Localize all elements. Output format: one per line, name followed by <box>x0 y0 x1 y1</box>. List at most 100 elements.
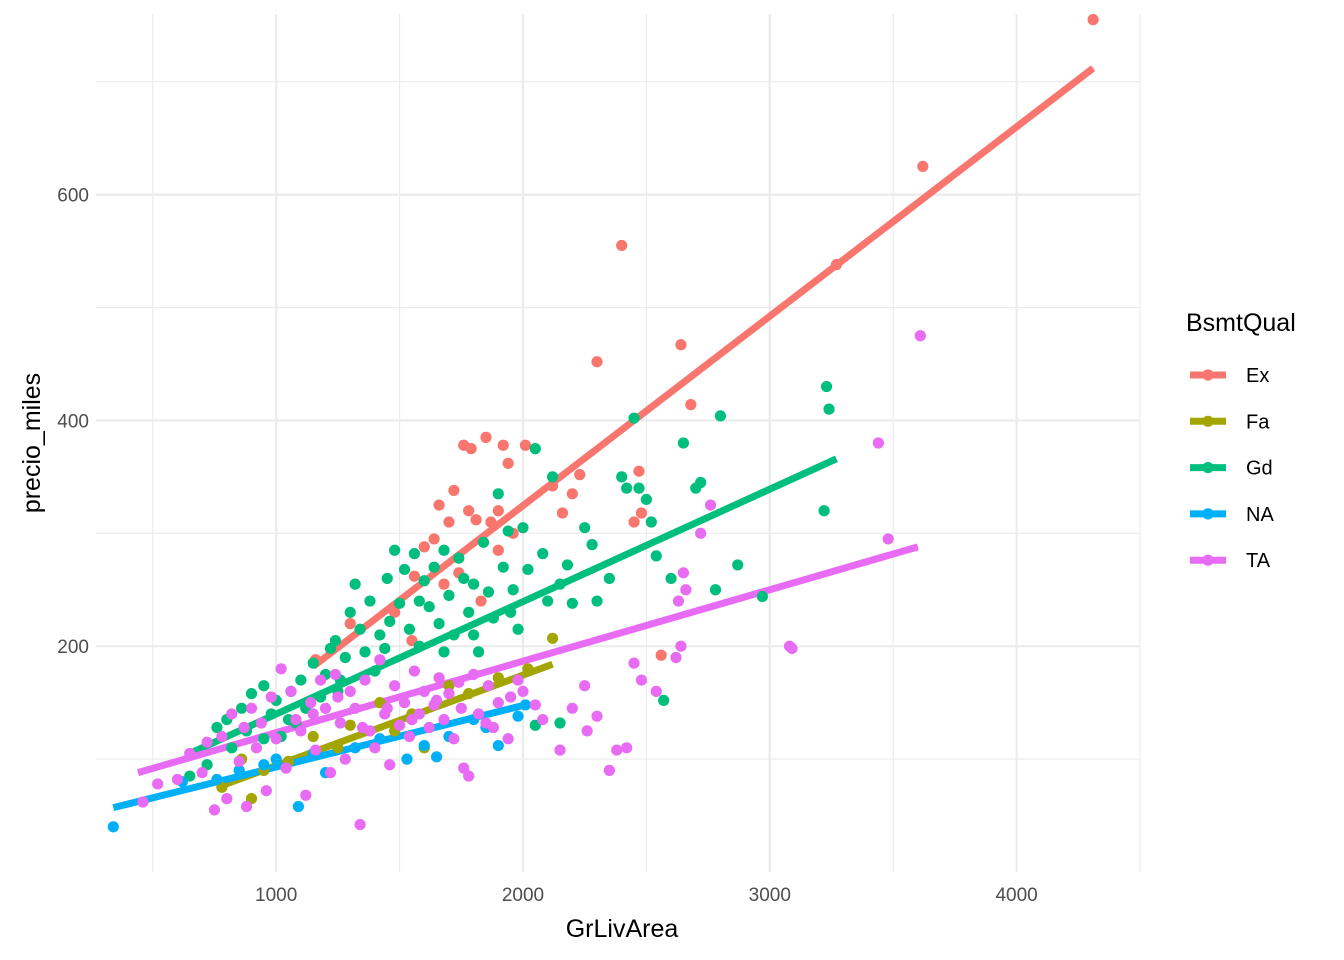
data-point-gd <box>482 586 495 598</box>
data-point-gd <box>438 646 450 658</box>
x-tick-label: 2000 <box>502 885 544 906</box>
data-point-gd <box>384 615 396 627</box>
data-point-fa <box>492 672 504 684</box>
data-point-ta <box>695 527 707 539</box>
data-point-gd <box>359 646 371 658</box>
data-point-fa <box>332 742 344 754</box>
data-point-ta <box>310 744 322 756</box>
data-point-ta <box>389 680 401 692</box>
data-point-ta <box>448 733 460 745</box>
data-point-gd <box>579 522 591 534</box>
data-point-ex <box>556 507 569 519</box>
data-point-gd <box>258 733 270 745</box>
y-axis-ticks: 200 400 600 <box>57 186 89 659</box>
fit-line-ta <box>136 543 919 777</box>
data-point-ex <box>433 499 445 511</box>
data-point-gd <box>458 572 470 585</box>
legend-key-point-gd <box>1202 462 1214 474</box>
data-point-ex <box>448 484 460 497</box>
data-point-ta <box>285 685 297 697</box>
data-point-ta <box>882 533 894 545</box>
data-point-gd <box>645 516 657 528</box>
data-point-ex <box>502 457 514 469</box>
data-point-gd <box>732 559 744 571</box>
data-point-ta <box>635 674 648 686</box>
legend-label-ex: Ex <box>1246 365 1269 387</box>
data-point-ex <box>344 618 356 630</box>
data-point-ex <box>465 443 477 455</box>
data-point-ex <box>917 160 929 173</box>
data-point-gd <box>413 640 425 652</box>
data-point-ta <box>502 733 514 745</box>
data-point-gd <box>561 559 574 571</box>
data-point-ex <box>497 439 509 451</box>
data-point-ta <box>344 685 356 697</box>
data-point-ta <box>512 674 524 686</box>
data-point-ta <box>381 702 393 714</box>
data-point-gd <box>265 708 277 720</box>
data-point-fa <box>463 688 475 700</box>
data-point-ta <box>255 717 267 729</box>
data-point-gd <box>554 578 566 590</box>
data-point-ex <box>566 488 578 500</box>
data-point-ta <box>329 668 342 681</box>
data-point-gd <box>428 561 440 573</box>
data-point-gd <box>393 597 406 609</box>
data-point-ta <box>270 733 282 745</box>
data-point-gd <box>468 578 480 590</box>
data-point-ta <box>305 697 317 709</box>
data-point-gd <box>354 623 366 635</box>
data-point-gd <box>665 572 677 585</box>
data-point-ta <box>566 702 578 714</box>
data-point-ta <box>152 778 164 790</box>
fit-line-na <box>112 701 527 812</box>
data-point-gd <box>542 595 554 607</box>
data-point-ta <box>295 725 307 737</box>
data-point-gd <box>379 642 391 655</box>
data-point-gd <box>398 563 411 576</box>
legend-key-point-ex <box>1202 369 1214 381</box>
data-point-fa <box>344 719 356 731</box>
data-point-ta <box>384 759 396 771</box>
data-point-gd <box>709 584 722 596</box>
data-point-ta <box>675 640 687 652</box>
data-point-gd <box>389 544 401 556</box>
data-point-gd <box>413 595 425 607</box>
fit-line-gd <box>188 455 838 757</box>
data-point-ta <box>704 499 717 511</box>
data-point-gd <box>714 410 727 422</box>
data-point-ta <box>872 437 884 449</box>
data-point-gd <box>408 548 420 560</box>
data-point-ta <box>240 800 253 813</box>
data-point-gd <box>823 403 835 415</box>
data-point-gd <box>349 578 361 590</box>
x-tick-label: 1000 <box>255 885 297 906</box>
data-point-ta <box>260 785 272 797</box>
data-point-ta <box>334 717 346 729</box>
data-point-ta <box>403 730 416 743</box>
data-point-ta <box>201 736 213 748</box>
data-point-ex <box>480 431 492 443</box>
data-point-ta <box>621 742 633 754</box>
legend-label-na: NA <box>1246 504 1274 526</box>
data-point-ta <box>453 676 465 688</box>
data-point-ex <box>830 259 843 271</box>
legend-label-fa: Fa <box>1246 411 1270 433</box>
data-point-ex <box>628 516 640 528</box>
legend-title: BsmtQual <box>1186 309 1296 337</box>
data-point-gd <box>616 471 628 483</box>
data-point-gd <box>591 595 603 607</box>
data-point-ex <box>418 541 430 553</box>
data-point-ta <box>250 742 263 754</box>
data-point-gd <box>423 601 435 613</box>
data-point-ta <box>492 697 504 709</box>
data-point-ta <box>472 708 485 720</box>
data-point-ta <box>319 702 332 714</box>
data-point-na <box>430 751 443 763</box>
data-point-gd <box>236 702 248 714</box>
data-point-ta <box>349 702 361 714</box>
data-point-ta <box>463 770 475 782</box>
data-point-ta <box>433 672 445 684</box>
data-point-ta <box>359 674 371 686</box>
